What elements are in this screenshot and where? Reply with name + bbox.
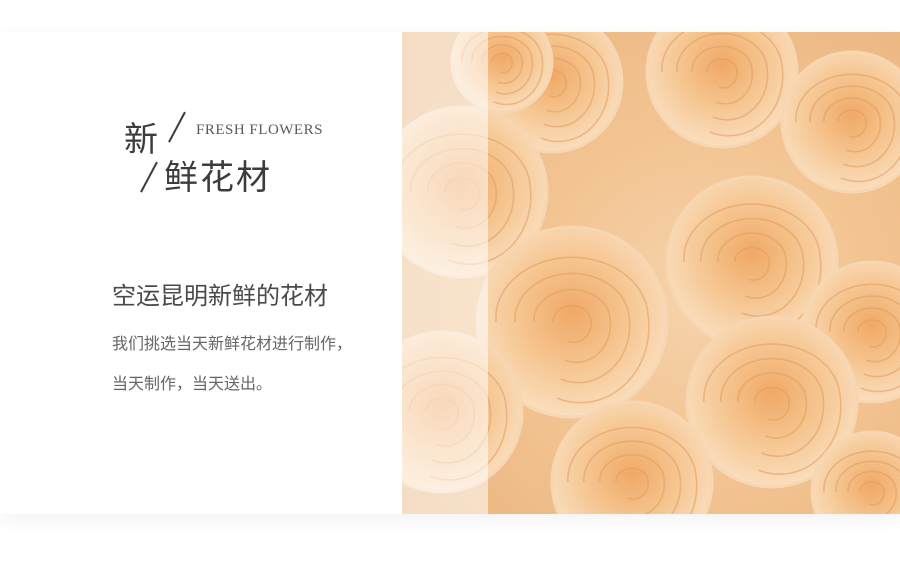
section-headline: 空运昆明新鲜的花材 (112, 282, 328, 310)
rose-bloom (550, 400, 714, 514)
title-first-char: 新 (124, 120, 160, 160)
rose-bloom (645, 32, 799, 149)
flower-banner: 新 FRESH FLOWERS 鲜花材 空运昆明新鲜的花材 我们挑选当天新鲜花材… (0, 32, 900, 514)
description-line: 当天制作，当天送出。 (112, 374, 273, 393)
title-rest: 鲜花材 (164, 158, 272, 198)
title-divider-slash (168, 111, 186, 143)
description-line: 我们挑选当天新鲜花材进行制作， (112, 334, 353, 353)
rose-bloom (810, 430, 900, 514)
rose-bloom (780, 50, 900, 194)
intro-panel: 新 FRESH FLOWERS 鲜花材 空运昆明新鲜的花材 我们挑选当天新鲜花材… (0, 32, 402, 514)
photo-overlay (402, 32, 488, 514)
rose-bloom (685, 315, 859, 489)
title-divider-slash (140, 161, 158, 193)
title-english: FRESH FLOWERS (196, 122, 323, 138)
